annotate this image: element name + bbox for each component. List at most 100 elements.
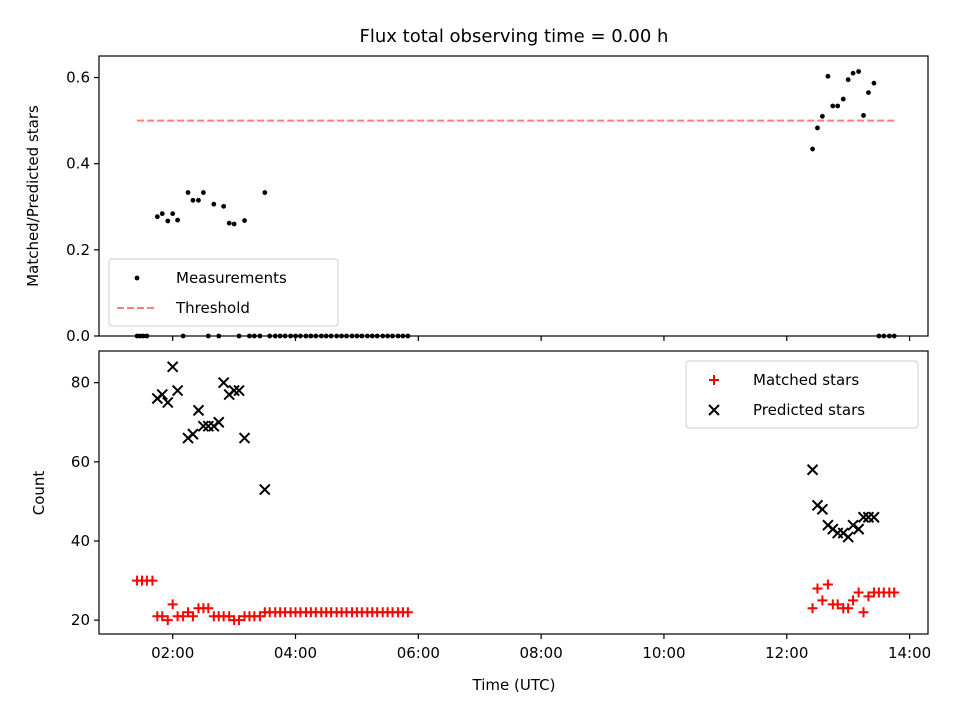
measurement-point	[819, 113, 825, 119]
measurement-point	[866, 90, 871, 96]
measurement-point	[185, 190, 191, 195]
predicted-star-point	[228, 384, 240, 397]
bottom-y-axis-label: Count	[30, 471, 48, 516]
measurement-point	[170, 211, 176, 217]
y-tick-label: 80	[71, 374, 90, 392]
legend-label: Measurements	[176, 269, 287, 287]
measurement-point	[190, 197, 196, 203]
x-tick-label: 12:00	[765, 644, 808, 662]
predicted-star-point	[852, 523, 865, 535]
y-tick-label: 20	[71, 611, 90, 629]
matched-star-point	[234, 615, 245, 626]
predicted-star-point	[162, 396, 174, 409]
bottom-plot-frame	[98, 350, 929, 635]
legend-frame	[685, 360, 919, 429]
x-axis-label: Time (UTC)	[472, 676, 556, 694]
predicted-star-point	[868, 511, 880, 523]
bottom-plot-marks	[132, 361, 900, 626]
measurement-point	[159, 211, 165, 217]
predicted-star-point	[238, 432, 251, 444]
measurement-point	[856, 69, 862, 74]
legend-measurement-swatch	[134, 275, 140, 281]
measurement-point	[861, 113, 866, 118]
bottom-axes: 20 40 60 80 02:00 04:00 06:00 08:00 10:00 12:00 14…	[71, 374, 931, 662]
x-tick-label: 02:00	[151, 644, 194, 662]
legend-predicted-swatch	[708, 404, 720, 416]
measurement-point	[211, 201, 217, 207]
top-axes: 0.0 0.2 0.4 0.6	[66, 69, 911, 345]
legend-label: Threshold	[175, 299, 250, 317]
predicted-star-point	[259, 483, 271, 496]
measurement-point	[242, 218, 247, 223]
measurement-point	[850, 70, 856, 76]
measurement-point	[810, 146, 815, 152]
matched-star-point	[822, 579, 833, 590]
legend-label: Predicted stars	[753, 401, 865, 419]
matched-star-point	[187, 611, 198, 622]
measurement-point	[871, 80, 877, 86]
x-tick-label: 10:00	[642, 644, 685, 662]
predicted-star-point	[847, 519, 859, 531]
predicted-star-point	[842, 531, 854, 543]
predicted-star-point	[816, 503, 829, 516]
matched-star-point	[812, 583, 823, 594]
y-tick-label: 0.0	[66, 327, 90, 345]
predicted-star-point	[192, 404, 205, 417]
matched-star-point	[162, 615, 173, 626]
x-tick-label: 04:00	[274, 644, 317, 662]
x-tick-label: 06:00	[397, 644, 440, 662]
bottom-panel: 20 40 60 80 02:00 04:00 06:00 08:00 10:00 12:00 14…	[30, 350, 931, 694]
matched-star-point	[832, 599, 843, 610]
measurement-point	[830, 103, 836, 109]
matched-star-point	[848, 595, 859, 606]
measurement-point	[825, 73, 831, 79]
measurement-point	[845, 77, 851, 83]
measurement-point	[221, 203, 227, 209]
chart-title: Flux total observing time = 0.00 h	[360, 26, 669, 47]
bottom-legend: Matched stars Predicted stars	[685, 360, 919, 429]
measurement-point	[196, 197, 201, 203]
measurement-point	[226, 220, 232, 226]
predicted-star-point	[166, 361, 179, 373]
matched-star-point	[853, 587, 864, 598]
measurement-point	[840, 96, 846, 102]
top-plot-frame	[98, 55, 929, 337]
predicted-star-point	[197, 420, 210, 432]
predicted-star-point	[806, 464, 819, 476]
measurement-point	[231, 221, 237, 227]
matched-star-point	[858, 607, 869, 618]
measurement-point	[262, 190, 268, 195]
matched-star-point	[157, 611, 168, 622]
matched-star-point	[843, 603, 854, 614]
top-legend: Measurements Threshold	[108, 258, 339, 327]
top-panel: Flux total observing time = 0.00 h 0.00.…	[24, 26, 929, 345]
matched-star-point	[203, 603, 214, 614]
top-y-axis-label: Matched/Predicted stars	[24, 105, 42, 287]
matched-star-point	[167, 599, 178, 610]
measurement-point	[175, 217, 181, 223]
matched-star-point	[147, 575, 158, 586]
predicted-star-point	[217, 376, 230, 389]
predicted-star-point	[213, 416, 225, 428]
predicted-star-point	[832, 527, 844, 539]
y-tick-label: 60	[71, 453, 90, 471]
predicted-star-point	[233, 384, 245, 397]
matched-star-point	[817, 595, 828, 606]
y-tick-label: 0.6	[66, 69, 90, 87]
matched-star-point	[402, 607, 413, 618]
measurement-point	[835, 103, 841, 109]
matched-star-point	[807, 603, 818, 614]
predicted-star-point	[857, 511, 870, 523]
y-tick-label: 0.4	[66, 155, 90, 173]
measurement-point	[815, 125, 820, 131]
y-tick-label: 0.2	[66, 241, 90, 259]
matched-star-point	[863, 591, 874, 602]
matched-star-point	[889, 587, 900, 598]
predicted-star-point	[156, 388, 168, 401]
x-tick-label: 08:00	[520, 644, 563, 662]
predicted-star-point	[187, 428, 199, 440]
legend-frame	[108, 258, 339, 327]
predicted-star-point	[171, 384, 184, 397]
legend-matched-swatch	[709, 375, 719, 385]
